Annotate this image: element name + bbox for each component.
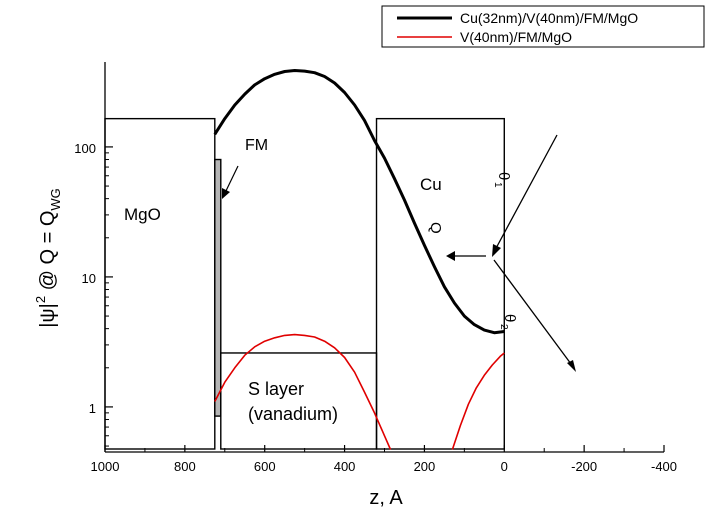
x-tick-label-1: 800 [174, 459, 196, 474]
x-tick-label-2: 600 [254, 459, 276, 474]
svg-text:2: 2 [498, 324, 509, 330]
x-tick-label-7: -400 [651, 459, 677, 474]
y-tick-label-0: 1 [89, 401, 96, 416]
legend-label-series-2: V(40nm)/FM/MgO [460, 29, 572, 45]
x-tick-label-4: 200 [414, 459, 436, 474]
q-label: Q [427, 222, 444, 234]
svg-text:θ: θ [501, 314, 518, 322]
cu-label: Cu [420, 175, 442, 194]
x-tick-label-5: 0 [501, 459, 508, 474]
y-tick-label-2: 100 [74, 141, 96, 156]
legend-box [381, 5, 705, 48]
series-line-2-b [451, 352, 505, 450]
x-tick-label-0: 1000 [91, 459, 120, 474]
reflected-beam [493, 259, 575, 369]
y-axis-title: |ψ|2 @ Q = QWG [33, 188, 63, 328]
layer-box-0 [104, 117, 216, 450]
axis-ticks: 1000 800 600 400 200 0 -200 -400 1 10 100 [74, 141, 677, 474]
svg-text:θ: θ [495, 172, 512, 180]
series-line-1 [213, 69, 505, 335]
s-layer-label: S layer [248, 379, 304, 399]
layer-boxes [104, 117, 505, 450]
reflected-arrowhead [567, 360, 576, 372]
y-tick-label-1: 10 [82, 271, 96, 286]
incident-beam [493, 134, 558, 253]
incident-arrowhead [492, 244, 501, 257]
fm-arrowhead [222, 188, 230, 199]
x-tick-label-3: 400 [334, 459, 356, 474]
x-tick-label-6: -200 [571, 459, 597, 474]
theta2-label: θ 2 [498, 314, 518, 330]
series-curves [213, 69, 505, 450]
legend: Cu(32nm)/V(40nm)/FM/MgO V(40nm)/FM/MgO [381, 5, 705, 48]
layer-box-1 [214, 158, 222, 417]
vanadium-label: (vanadium) [248, 404, 338, 424]
svg-text:1: 1 [492, 182, 503, 188]
fm-label: FM [245, 137, 268, 154]
q-arrowhead [446, 251, 455, 261]
theta1-label: θ 1 [492, 172, 512, 188]
layer-box-2 [220, 352, 378, 450]
layer-box-3 [375, 117, 505, 450]
x-axis-title: z, A [369, 487, 403, 509]
series-line-2 [214, 333, 392, 450]
legend-label-series-1: Cu(32nm)/V(40nm)/FM/MgO [460, 10, 638, 26]
mgo-label: MgO [124, 205, 161, 224]
